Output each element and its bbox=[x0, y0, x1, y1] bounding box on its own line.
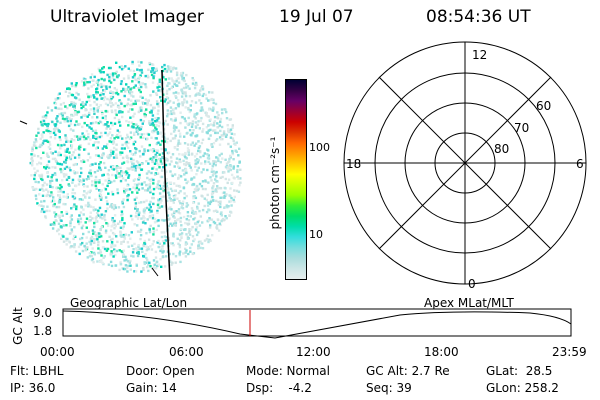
gc-alt-status: GC Alt: 2.7 Re bbox=[366, 364, 450, 378]
mlt-label-12: 12 bbox=[472, 48, 487, 62]
instrument-title: Ultraviolet Imager bbox=[50, 7, 204, 27]
dsp-status: Dsp: -4.2 bbox=[246, 381, 312, 395]
orbit-x-tick-2359: 23:59 bbox=[552, 345, 587, 359]
geographic-label: Geographic Lat/Lon bbox=[70, 296, 188, 310]
terminator-line bbox=[161, 69, 171, 281]
orbit-x-tick-1800: 18:00 bbox=[424, 345, 459, 359]
glat-status: GLat: 28.5 bbox=[486, 364, 553, 378]
limb-tick bbox=[19, 120, 28, 125]
ip-status: IP: 36.0 bbox=[10, 381, 56, 395]
polar-diagonal bbox=[378, 76, 552, 250]
colorbar bbox=[285, 79, 307, 280]
orbit-x-tick-1200: 12:00 bbox=[296, 345, 331, 359]
orbit-x-tick-0000: 00:00 bbox=[40, 345, 75, 359]
orbit-x-tick-0600: 06:00 bbox=[169, 345, 204, 359]
mlt-label-18: 18 bbox=[346, 157, 361, 171]
orbit-plot-frame bbox=[62, 308, 572, 337]
glon-status: GLon: 258.2 bbox=[486, 381, 559, 395]
filter-status: Flt: LBHL bbox=[10, 364, 64, 378]
mode-status: Mode: Normal bbox=[246, 364, 330, 378]
colorbar-tick-100: 100 bbox=[309, 141, 330, 154]
mlt-label-0: 0 bbox=[468, 277, 476, 291]
lat-label-80: 80 bbox=[494, 142, 509, 156]
lat-label-60: 60 bbox=[536, 99, 551, 113]
orbit-altitude-curve bbox=[62, 310, 572, 339]
colorbar-gradient bbox=[286, 80, 306, 279]
apex-label: Apex MLat/MLT bbox=[424, 296, 514, 310]
limb-tick bbox=[151, 267, 159, 277]
gain-status: Gain: 14 bbox=[126, 381, 177, 395]
door-status: Door: Open bbox=[126, 364, 195, 378]
orbit-y-tick-min: 1.8 bbox=[33, 324, 53, 338]
lat-label-70: 70 bbox=[514, 121, 529, 135]
seq-status: Seq: 39 bbox=[366, 381, 412, 395]
date-label: 19 Jul 07 bbox=[279, 7, 354, 27]
colorbar-tick-10: 10 bbox=[309, 228, 323, 241]
orbit-y-tick-max: 9.0 bbox=[33, 306, 53, 320]
time-label: 08:54:36 UT bbox=[426, 7, 531, 27]
mlt-label-6: 6 bbox=[576, 157, 584, 171]
